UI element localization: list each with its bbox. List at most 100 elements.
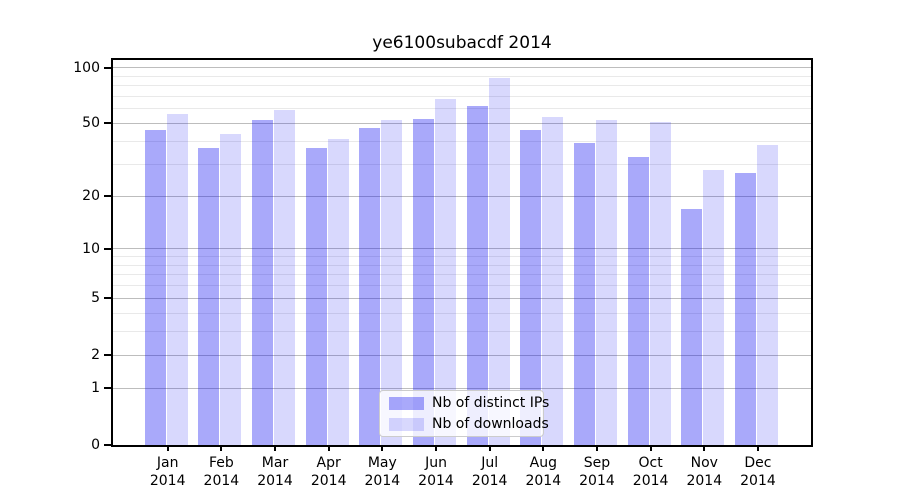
x-tick-year-aug: 2014	[525, 473, 562, 489]
legend-swatch-downloads	[389, 417, 424, 431]
x-tick-year-feb: 2014	[203, 473, 240, 489]
x-tick-year-jun: 2014	[418, 473, 454, 489]
major-gridline-50	[113, 122, 811, 124]
minor-gridline-90	[113, 75, 811, 77]
x-tick-label-jan: Jan 2014	[128, 454, 208, 490]
bar-dec-downloads	[756, 145, 778, 445]
x-tick-mark-jun	[435, 445, 437, 451]
bar-mar-downloads	[274, 110, 296, 445]
y-tick-mark-5	[104, 297, 111, 300]
minor-gridline-30	[113, 163, 811, 165]
x-tick-label-nov: Nov 2014	[664, 454, 744, 490]
minor-gridline-8	[113, 264, 811, 266]
y-tick-mark-2	[104, 354, 111, 357]
x-tick-month-jan: Jan	[156, 455, 179, 471]
y-tick-label-0: 0	[91, 437, 100, 453]
legend-swatch-distinct-ips	[389, 396, 424, 410]
minor-gridline-40	[113, 140, 811, 142]
minor-gridline-3	[113, 331, 811, 333]
bar-apr-downloads	[327, 139, 349, 445]
y-tick-label-2: 2	[91, 347, 100, 364]
bar-feb-distinct-ips	[198, 147, 220, 445]
bar-sep-distinct-ips	[573, 143, 595, 445]
bar-jun-distinct-ips	[413, 118, 434, 445]
minor-gridline-80	[113, 85, 811, 87]
y-tick-label-5: 5	[91, 290, 100, 307]
bar-oct-distinct-ips	[627, 156, 649, 445]
chart-title: ye6100subacdf 2014	[372, 33, 552, 53]
bar-mar-distinct-ips	[252, 120, 274, 445]
minor-gridline-70	[113, 95, 811, 97]
y-tick-mark-50	[104, 122, 111, 125]
x-tick-label-jun: Jun 2014	[396, 454, 476, 490]
x-tick-month-jun: Jun	[425, 455, 447, 471]
x-tick-month-may: May	[367, 455, 397, 471]
bar-nov-distinct-ips	[681, 208, 703, 445]
legend-item-downloads: Nb of downloads	[389, 416, 549, 432]
minor-gridline-4	[113, 312, 811, 314]
x-tick-label-sep: Sep 2014	[557, 454, 637, 490]
x-tick-month-jul: Jul	[481, 455, 499, 471]
bar-apr-distinct-ips	[305, 147, 327, 445]
x-tick-month-apr: Apr	[316, 455, 341, 471]
legend: Nb of distinct IPs Nb of downloads	[379, 390, 549, 437]
x-tick-mark-dec	[756, 445, 759, 451]
bar-may-distinct-ips	[359, 128, 381, 445]
bar-may-downloads	[381, 120, 403, 445]
x-tick-year-jul: 2014	[471, 473, 508, 489]
x-tick-year-sep: 2014	[579, 473, 615, 489]
legend-label-downloads: Nb of downloads	[432, 416, 549, 432]
bar-jun-downloads	[435, 98, 456, 445]
x-tick-month-mar: Mar	[261, 455, 289, 471]
major-gridline-20	[113, 195, 811, 197]
x-tick-mark-sep	[595, 445, 598, 451]
x-tick-label-mar: Mar 2014	[235, 454, 315, 490]
y-tick-label-100: 100	[73, 59, 100, 76]
x-tick-label-may: May 2014	[342, 454, 422, 490]
x-tick-year-jan: 2014	[149, 473, 186, 489]
bar-oct-downloads	[649, 121, 671, 445]
minor-gridline-9	[113, 256, 811, 258]
plot-area	[111, 58, 813, 447]
major-gridline-2	[113, 354, 811, 356]
y-tick-mark-10	[104, 247, 111, 250]
major-gridline-100	[113, 67, 811, 69]
x-tick-month-sep: Sep	[583, 455, 611, 471]
bar-feb-downloads	[220, 133, 242, 445]
y-tick-mark-20	[104, 195, 111, 198]
x-tick-year-dec: 2014	[740, 473, 776, 489]
legend-item-distinct-ips: Nb of distinct IPs	[389, 395, 549, 411]
bar-aug-distinct-ips	[520, 130, 542, 445]
x-tick-year-oct: 2014	[632, 473, 669, 489]
x-tick-label-dec: Dec 2014	[718, 454, 798, 490]
legend-label-distinct-ips: Nb of distinct IPs	[432, 395, 550, 411]
x-tick-month-oct: Oct	[638, 455, 663, 471]
x-tick-label-jul: Jul 2014	[450, 454, 530, 490]
y-tick-mark-1	[104, 387, 111, 390]
y-tick-label-1: 1	[91, 380, 100, 397]
major-gridline-5	[113, 297, 811, 299]
x-tick-year-mar: 2014	[257, 473, 293, 489]
x-tick-mark-may	[381, 445, 384, 451]
x-tick-label-oct: Oct 2014	[611, 454, 691, 490]
y-tick-label-20: 20	[82, 188, 100, 205]
x-tick-year-apr: 2014	[310, 473, 347, 489]
y-tick-label-50: 50	[82, 115, 100, 132]
x-tick-label-aug: Aug 2014	[503, 454, 583, 490]
x-tick-mark-nov	[703, 445, 706, 451]
bar-jul-distinct-ips	[466, 106, 488, 445]
x-tick-month-dec: Dec	[744, 455, 772, 471]
x-tick-mark-mar	[274, 445, 277, 451]
bar-jan-distinct-ips	[144, 130, 166, 445]
bar-dec-distinct-ips	[734, 172, 756, 445]
minor-gridline-6	[113, 285, 811, 287]
x-tick-year-may: 2014	[364, 473, 401, 489]
x-tick-label-feb: Feb 2014	[181, 454, 261, 490]
x-tick-mark-oct	[649, 445, 652, 451]
y-tick-label-10: 10	[82, 240, 100, 257]
y-tick-mark-100	[104, 66, 111, 69]
x-tick-month-nov: Nov	[690, 455, 718, 471]
x-tick-year-nov: 2014	[686, 473, 723, 489]
bar-aug-downloads	[542, 117, 564, 445]
